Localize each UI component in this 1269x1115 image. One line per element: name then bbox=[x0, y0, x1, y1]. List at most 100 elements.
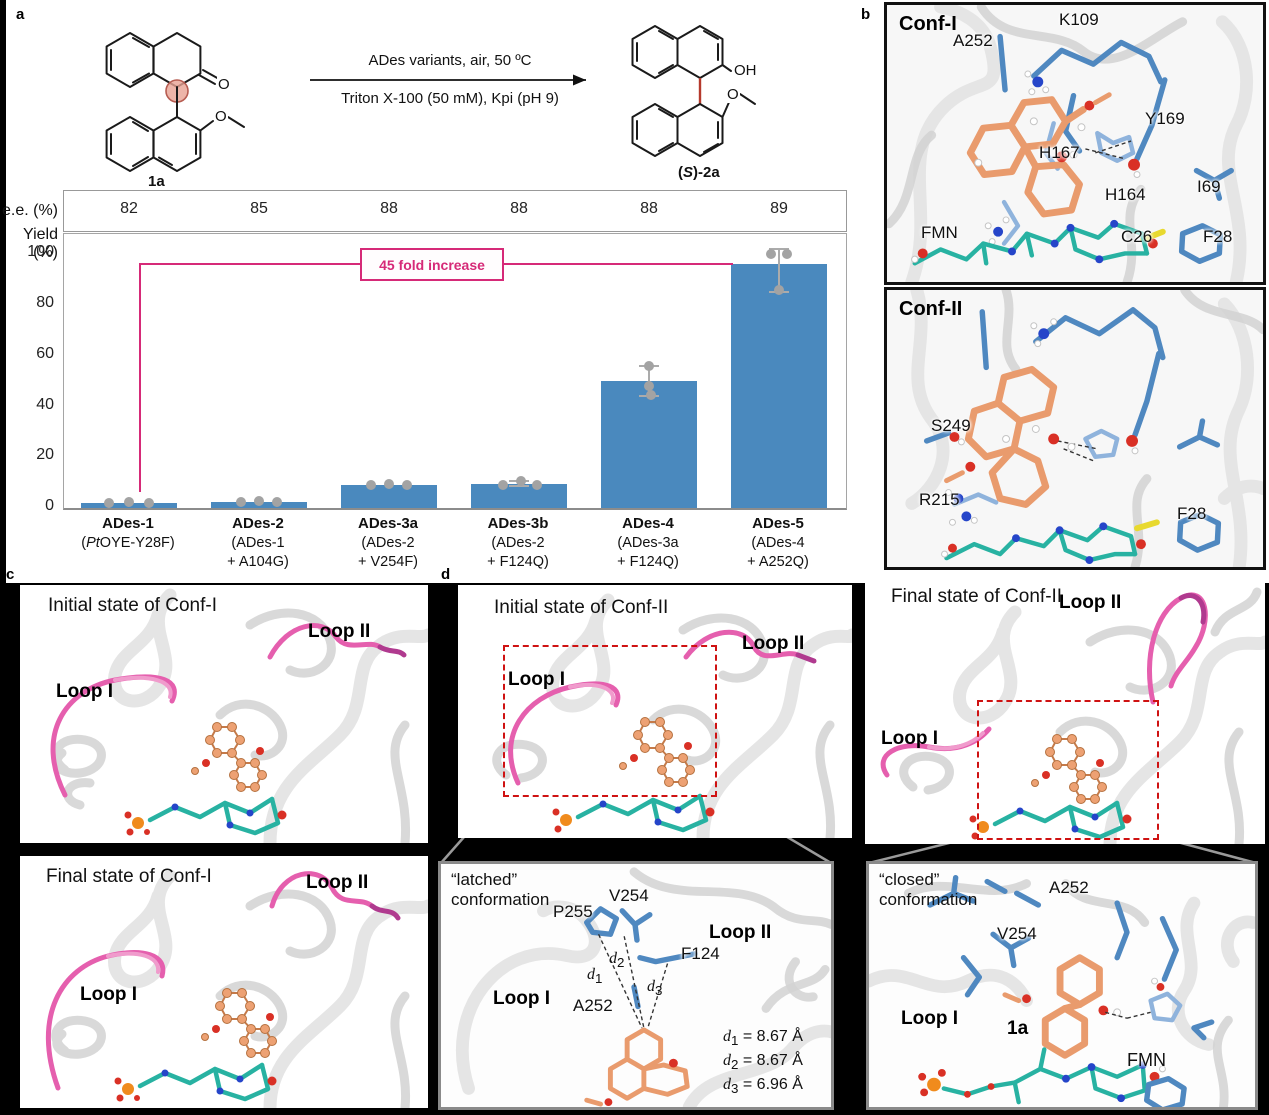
d2-line-label: d2 bbox=[609, 950, 625, 971]
initial-conf1-scene bbox=[50, 588, 428, 843]
replicate-data-point bbox=[782, 249, 792, 260]
chart-bar bbox=[731, 264, 827, 508]
variant-parent: (ADes-3a + F124Q) bbox=[617, 534, 679, 570]
panel-d-letter: d bbox=[441, 566, 451, 583]
replicate-data-point bbox=[236, 496, 246, 507]
ee-value: 85 bbox=[250, 200, 268, 217]
y-tick-label: 60 bbox=[36, 344, 54, 362]
reaction-scheme-drawing bbox=[105, 25, 756, 172]
initial-conf2-title: Initial state of Conf-II bbox=[494, 597, 669, 618]
variant-name: ADes-3b bbox=[487, 515, 549, 532]
variant-name: ADes-5 bbox=[752, 515, 804, 532]
variant-name: ADes-3a bbox=[357, 515, 419, 532]
loop2-label-c2: Loop II bbox=[306, 872, 369, 893]
conf1-structure-scene bbox=[887, 5, 1253, 282]
residue-label-h164: H164 bbox=[1105, 185, 1146, 204]
residue-label-f28-conf2: F28 bbox=[1177, 504, 1207, 523]
loop1-label-d1: Loop I bbox=[508, 669, 565, 690]
latched-title-line1: “latched” bbox=[451, 870, 518, 889]
replicate-data-point bbox=[144, 497, 154, 508]
final-conf2-scene bbox=[880, 587, 1265, 844]
residue-label-i69: I69 bbox=[1197, 177, 1221, 196]
error-bar-line bbox=[778, 249, 780, 293]
conf2-structure-scene bbox=[905, 290, 1263, 567]
replicate-data-point bbox=[532, 480, 542, 491]
x-category-label: ADes-3b (ADes-2 + F124Q) bbox=[453, 514, 583, 572]
x-category-label: ADes-2 (ADes-1 + A104G) bbox=[193, 514, 323, 572]
y-tick-label: 80 bbox=[36, 294, 54, 312]
variant-name: ADes-1 bbox=[102, 515, 154, 532]
final-conf1-scene bbox=[45, 869, 428, 1108]
substrate-methoxy-o-label: O bbox=[214, 108, 228, 125]
substrate-carbonyl-o-label: O bbox=[217, 76, 231, 93]
x-category-label: ADes-4 (ADes-3a + F124Q) bbox=[583, 514, 713, 572]
replicate-data-point bbox=[646, 390, 656, 401]
latched-scene bbox=[456, 867, 831, 1107]
residue-label-c26: C26 bbox=[1121, 227, 1153, 246]
reaction-conditions-line1: ADes variants, air, 50 ºC bbox=[368, 52, 532, 69]
loop1-label-c2: Loop I bbox=[80, 984, 137, 1005]
x-category-label: ADes-3a (ADes-2 + V254F) bbox=[323, 514, 453, 572]
panel-a-letter: a bbox=[16, 6, 25, 23]
variant-name: ADes-4 bbox=[622, 515, 674, 532]
error-bar-cap bbox=[769, 248, 789, 251]
residue-label-h167: H167 bbox=[1039, 143, 1080, 162]
conf1-title: Conf-I bbox=[899, 13, 957, 35]
replicate-data-point bbox=[104, 497, 114, 508]
residue-label-s249: S249 bbox=[931, 416, 971, 435]
y-tick-label: 40 bbox=[36, 395, 54, 413]
distance-values-list: d1 = 8.67 Å d2 = 8.67 Å d3 = 6.96 Å bbox=[723, 1026, 803, 1099]
loop1-label-c1: Loop I bbox=[56, 681, 113, 702]
conf2-title: Conf-II bbox=[899, 298, 963, 320]
loop1-label-latched: Loop I bbox=[493, 988, 550, 1009]
replicate-data-point bbox=[644, 360, 654, 371]
residue-label-a252: A252 bbox=[953, 31, 993, 50]
product-methoxy-o-label: O bbox=[726, 86, 740, 103]
latched-title-line2: conformation bbox=[451, 890, 550, 909]
loop2-label-d1: Loop II bbox=[742, 633, 805, 654]
panel-c-final-conf1-image: Final state of Conf-I Loop II Loop I bbox=[20, 856, 428, 1108]
distance-value: d1 = 8.67 Å bbox=[723, 1028, 803, 1049]
panel-d-initial-conf2-image: Initial state of Conf-II Loop II Loop I bbox=[458, 585, 852, 838]
x-category-label: ADes-5 (ADes-4 + A252Q) bbox=[713, 514, 843, 572]
residue-label-v254-closed: V254 bbox=[997, 924, 1037, 943]
loop2-label-latched: Loop II bbox=[709, 922, 772, 943]
left-edge-strip bbox=[0, 0, 6, 583]
ligand-1a-label: 1a bbox=[1007, 1018, 1029, 1039]
d1-line-label: d1 bbox=[587, 966, 603, 987]
fmn-label-closed: FMN bbox=[1127, 1050, 1166, 1070]
loop1-label-d2: Loop I bbox=[881, 728, 938, 749]
ee-value: 88 bbox=[510, 200, 528, 217]
distance-value: d2 = 8.67 Å bbox=[723, 1052, 803, 1073]
residue-label-f28: F28 bbox=[1203, 227, 1233, 246]
loop2-label-d2: Loop II bbox=[1059, 592, 1122, 613]
residue-label-fmn: FMN bbox=[921, 223, 958, 242]
replicate-data-point bbox=[272, 496, 282, 507]
chart-bar bbox=[341, 485, 437, 508]
replicate-data-point bbox=[644, 381, 654, 392]
replicate-data-point bbox=[402, 480, 412, 491]
variant-parent: (ADes-1 + A104G) bbox=[227, 534, 289, 570]
panel-b-conf1-image: Conf-I A252 K109 Y169 H167 H164 I69 FMN … bbox=[884, 2, 1266, 285]
final-conf1-title: Final state of Conf-I bbox=[46, 866, 212, 887]
closed-title-line2: conformation bbox=[879, 890, 978, 909]
error-bar-line bbox=[648, 365, 650, 397]
panel-c-letter: c bbox=[6, 566, 15, 583]
variant-parent: (ADes-2 + V254F) bbox=[357, 534, 419, 570]
ee-value: 89 bbox=[770, 200, 788, 217]
ee-header-box: 82 85 88 88 88 89 bbox=[63, 190, 847, 232]
panel-d-closed-image: “closed” conformation A252 V254 Loop I 1… bbox=[866, 861, 1258, 1110]
chart-bar bbox=[601, 381, 697, 508]
y-tick-label: 0 bbox=[45, 497, 54, 514]
initial-conf2-scene bbox=[492, 593, 852, 838]
replicate-data-point bbox=[254, 495, 264, 506]
replicate-data-point bbox=[124, 497, 134, 508]
panel-b-conf2-image: Conf-II S249 R215 F28 bbox=[884, 287, 1266, 570]
product-label: (S)-2a bbox=[678, 164, 720, 181]
replicate-data-point bbox=[774, 284, 784, 295]
closed-title-line1: “closed” bbox=[879, 870, 940, 889]
residue-label-y169: Y169 bbox=[1145, 109, 1185, 128]
y-tick-label: 20 bbox=[36, 446, 54, 464]
distance-value: d3 = 6.96 Å bbox=[723, 1076, 803, 1097]
final-conf2-title: Final state of Conf-II bbox=[891, 586, 1063, 607]
